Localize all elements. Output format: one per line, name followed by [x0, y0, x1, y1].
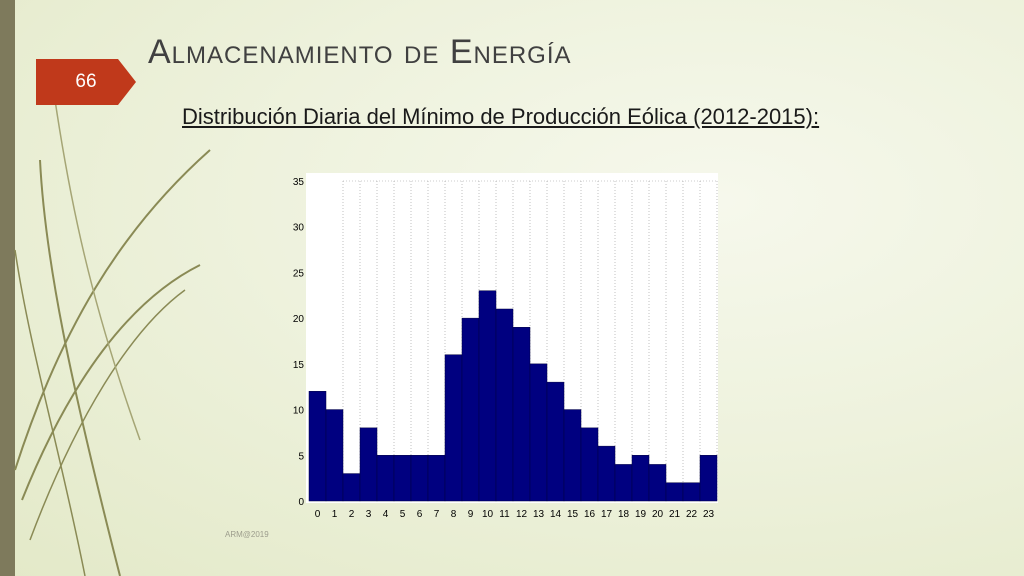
bar — [665, 482, 684, 502]
bar — [444, 354, 463, 502]
bar — [631, 455, 650, 502]
x-tick-label: 11 — [499, 509, 510, 520]
bar — [495, 308, 514, 502]
x-tick-label: 22 — [686, 509, 698, 520]
y-tick-label: 30 — [293, 223, 305, 234]
x-tick-label: 16 — [584, 509, 596, 520]
x-tick-label: 6 — [417, 509, 423, 520]
decorative-arrows — [14, 99, 211, 576]
x-tick-label: 17 — [601, 509, 613, 520]
bar — [614, 464, 633, 502]
slide-title: Almacenamiento de Energía — [148, 33, 572, 71]
slide-subtitle: Distribución Diaria del Mínimo de Produc… — [182, 104, 820, 129]
bar — [699, 455, 718, 502]
slide-number: 66 — [75, 71, 97, 92]
x-tick-label: 10 — [482, 509, 494, 520]
x-tick-label: 21 — [669, 509, 681, 520]
bar — [393, 455, 412, 502]
y-axis: 0 5 10 15 20 25 30 35 — [293, 177, 305, 508]
y-tick-label: 15 — [293, 360, 305, 371]
bar — [597, 445, 616, 502]
x-tick-label: 15 — [567, 509, 579, 520]
bar — [342, 473, 361, 502]
slide-number-badge: 66 — [36, 59, 136, 105]
bar — [410, 455, 429, 502]
x-tick-label: 14 — [550, 509, 562, 520]
bar — [427, 455, 446, 502]
x-tick-label: 9 — [468, 509, 474, 520]
y-tick-label: 5 — [298, 451, 304, 462]
bar — [359, 427, 378, 502]
bar — [512, 327, 531, 502]
bar — [461, 317, 480, 502]
left-accent-bar — [0, 0, 15, 576]
y-tick-label: 0 — [298, 497, 304, 508]
bar — [580, 427, 599, 502]
bar — [648, 464, 667, 502]
x-tick-label: 5 — [400, 509, 406, 520]
x-tick-label: 7 — [434, 509, 440, 520]
bar — [376, 455, 395, 502]
x-tick-label: 8 — [451, 509, 457, 520]
x-tick-label: 0 — [315, 509, 321, 520]
grid-lines — [342, 180, 718, 501]
x-tick-label: 4 — [383, 509, 389, 520]
bar — [308, 391, 327, 502]
bar — [682, 482, 701, 502]
x-tick-label: 3 — [366, 509, 372, 520]
bar — [529, 363, 548, 502]
bar — [325, 409, 344, 502]
bar — [563, 409, 582, 502]
x-tick-label: 20 — [652, 509, 664, 520]
y-tick-label: 35 — [293, 177, 305, 188]
x-axis: 0 1 2 3 4 5 6 7 8 9 10 11 12 13 14 15 16 17 18 19 20 21 22 23 — [315, 509, 715, 520]
bars-group — [308, 290, 718, 502]
y-tick-label: 25 — [293, 268, 305, 279]
x-tick-label: 13 — [533, 509, 545, 520]
bar — [478, 290, 497, 502]
y-tick-label: 20 — [293, 314, 305, 325]
x-tick-label: 12 — [516, 509, 528, 520]
x-tick-label: 19 — [635, 509, 647, 520]
footer-text: ARM@2019 — [225, 530, 269, 539]
x-tick-label: 18 — [618, 509, 630, 520]
y-tick-label: 10 — [293, 406, 305, 417]
bar — [546, 381, 565, 502]
x-tick-label: 2 — [349, 509, 355, 520]
x-tick-label: 1 — [332, 509, 338, 520]
x-tick-label: 23 — [703, 509, 715, 520]
